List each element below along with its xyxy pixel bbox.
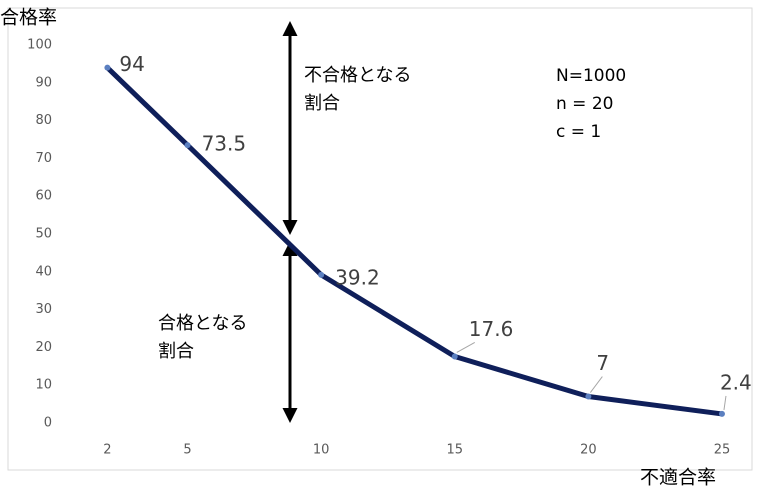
x-tick-label: 10 (313, 443, 330, 458)
data-label: 39.2 (335, 265, 380, 289)
leader-line (723, 395, 727, 410)
annotation: n = 20 (556, 94, 613, 114)
data-label: 17.6 (469, 317, 514, 341)
annotation: 不合格となる (304, 65, 411, 86)
chart-frame (7, 7, 753, 471)
x-axis-title: 不適合率 (640, 467, 716, 489)
data-point (585, 393, 592, 400)
y-tick-label: 30 (35, 302, 52, 317)
x-tick-label: 25 (714, 443, 731, 458)
data-label: 2.4 (720, 370, 752, 394)
leader-line (589, 376, 603, 393)
data-point (718, 410, 725, 417)
y-tick-label: 70 (35, 151, 52, 166)
leader-line (456, 342, 476, 353)
annotation: N=1000 (556, 66, 626, 86)
y-tick-label: 0 (44, 416, 52, 431)
data-label: 73.5 (202, 132, 247, 156)
annotation: 合格となる (158, 313, 247, 334)
annotation: 割合 (304, 93, 340, 114)
x-tick-label: 20 (580, 443, 597, 458)
y-tick-label: 80 (35, 113, 52, 128)
y-tick-label: 60 (35, 189, 52, 204)
y-tick-label: 90 (35, 75, 52, 90)
data-label: 94 (119, 52, 144, 76)
data-point (184, 142, 191, 149)
data-point (318, 271, 325, 278)
annotation: 割合 (158, 341, 194, 362)
y-tick-label: 100 (27, 38, 52, 53)
y-tick-label: 40 (35, 264, 52, 279)
x-tick-label: 15 (446, 443, 463, 458)
y-axis-title: 合格率 (0, 7, 57, 29)
x-tick-label: 2 (103, 443, 111, 458)
y-tick-label: 10 (35, 378, 52, 393)
data-point (451, 353, 458, 360)
annotation: c = 1 (556, 122, 601, 142)
x-tick-label: 5 (183, 443, 191, 458)
data-point (104, 64, 111, 71)
y-tick-label: 50 (35, 227, 52, 242)
data-label: 7 (596, 351, 609, 375)
series-line (105, 65, 723, 417)
y-tick-label: 20 (35, 340, 52, 355)
